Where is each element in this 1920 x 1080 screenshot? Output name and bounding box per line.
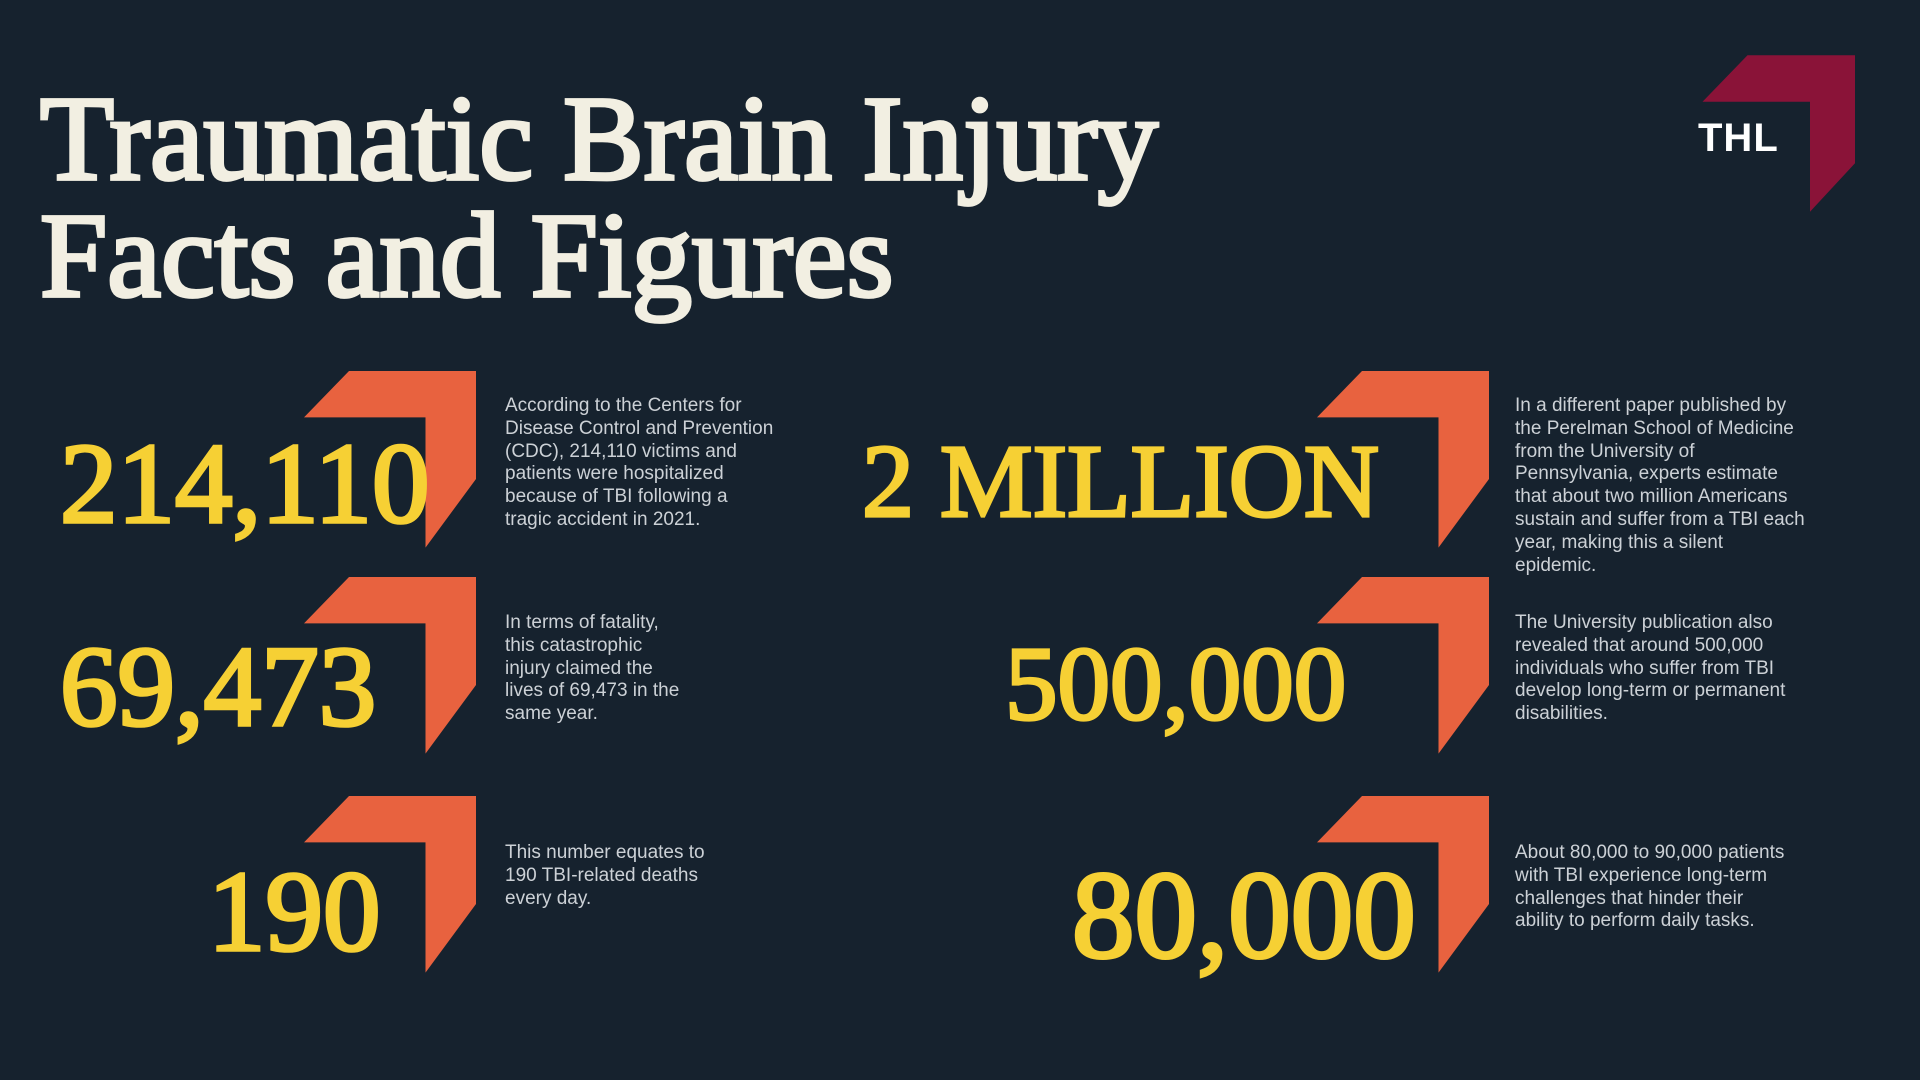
svg-text:THL: THL <box>1698 116 1779 160</box>
